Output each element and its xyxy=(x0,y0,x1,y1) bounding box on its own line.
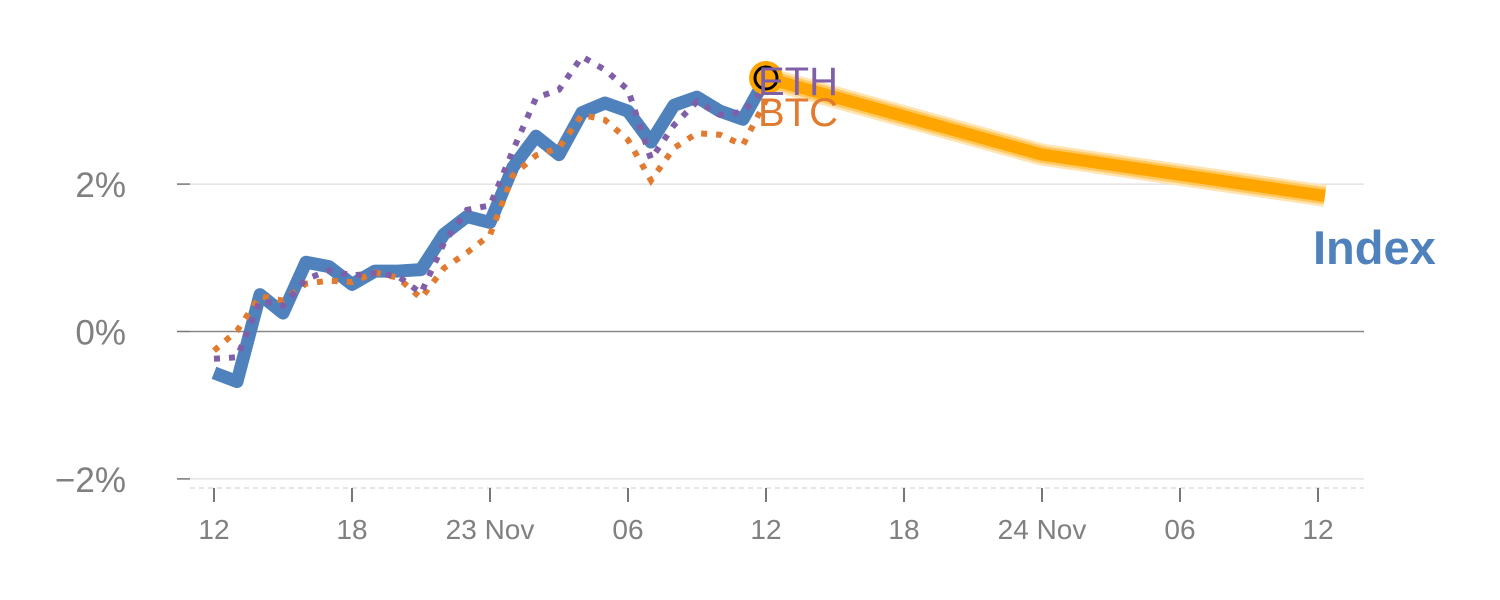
x-tick-label: 24 Nov xyxy=(998,514,1087,545)
btc-label: BTC xyxy=(758,91,838,135)
forecast-line xyxy=(764,72,1326,202)
grid xyxy=(190,183,1364,489)
y-axis: 2% 0% −2% xyxy=(55,166,190,500)
y-tick-label: 2% xyxy=(75,166,126,205)
x-tick-label: 06 xyxy=(612,514,643,545)
y-tick-label: 0% xyxy=(75,314,126,353)
x-tick-label: 12 xyxy=(198,514,229,545)
x-tick-label: 12 xyxy=(1302,514,1333,545)
x-tick-label: 23 Nov xyxy=(446,514,535,545)
current-point-ring xyxy=(753,65,779,91)
current-point-marker xyxy=(749,60,783,95)
x-tick-label: 18 xyxy=(336,514,367,545)
x-tick-label: 06 xyxy=(1164,514,1195,545)
eth-label: ETH xyxy=(758,60,838,104)
index-label: Index xyxy=(1313,221,1436,274)
x-tick-label: 12 xyxy=(750,514,781,545)
x-axis: 12 18 23 Nov 06 12 18 24 Nov 06 12 xyxy=(198,488,1334,545)
x-tick-label: 18 xyxy=(888,514,919,545)
series-lines xyxy=(211,52,1327,389)
index-line xyxy=(211,74,772,389)
y-tick-label: −2% xyxy=(55,461,126,500)
eth-line xyxy=(213,52,769,362)
